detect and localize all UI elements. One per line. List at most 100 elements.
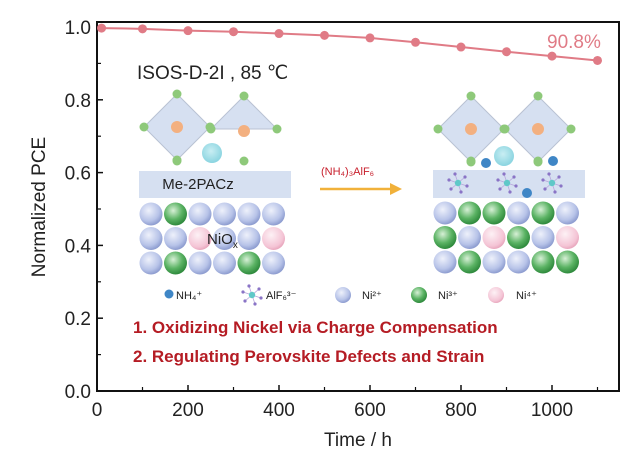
ni2-sphere [507,250,530,274]
ni2-sphere [188,202,212,226]
x-tick-label: 800 [445,400,477,421]
reagent-label: (NH₄)₃AlF₆ [321,166,374,178]
legend-icon-nh4 [164,289,174,299]
data-point [229,27,238,37]
fluorine-atom [449,187,453,191]
data-point [138,24,147,34]
fluorine-atom [514,184,518,188]
nh4-cation [522,188,532,198]
ni2-sphere [262,202,285,226]
ni4-sphere [188,227,212,250]
ni2-sphere [556,201,579,225]
left-niox-lattice [139,202,285,275]
data-point [502,47,511,57]
plot-frame [96,21,620,392]
halide-anion [533,91,543,101]
x-tick-label: 200 [172,400,204,421]
legend-icon-ni4 [488,287,504,303]
ni3-sphere [164,251,187,275]
x-tick-label: 400 [263,400,295,421]
halide-anion [206,124,216,134]
data-point [274,29,284,39]
legend-label-ni3: Ni³⁺ [438,290,458,302]
fluorine-atom [498,187,502,191]
niox-label: NiOx [207,231,238,251]
ni3-sphere [556,250,579,274]
fluorine-atom [465,184,469,188]
ni3-sphere [458,250,481,274]
ni3-sphere [531,250,555,274]
y-tick-label: 0.0 [65,382,91,403]
me-2pacz-layer [139,171,291,198]
ni2-sphere [458,226,481,249]
ni2-sphere [507,201,530,225]
ni4-sphere [482,226,506,249]
ni3-sphere [164,202,187,226]
axes: 0 200 400 600 800 1000 0.0 0.2 0.4 0.6 0.8 1.0 [65,18,620,421]
y-tick-label: 0.6 [65,164,91,185]
a-site-cation [494,146,514,166]
ni4-sphere [262,227,285,250]
data-point [97,23,107,33]
series-normalized-pce [97,23,602,65]
mechanism-inset [139,89,585,306]
nh4-cation [481,158,491,168]
b-site-cation [532,123,544,135]
data-point [320,30,329,40]
halide-anion [172,156,182,166]
fluorine-atom [247,284,251,288]
data-point [547,51,557,61]
halide-anion [500,124,510,134]
fluorine-atom [512,175,516,179]
ni2-sphere [237,227,261,250]
finding-1: 1. Oxidizing Nickel via Charge Compensat… [133,318,498,337]
ni2-sphere [433,201,457,225]
ni4-sphere [556,226,579,249]
niox-subscript: x [233,240,238,251]
fluorine-atom [253,302,257,306]
b-site-cation [238,125,250,137]
aluminium-atom [503,179,511,187]
ni3-sphere [482,201,506,225]
aluminium-atom [248,291,256,299]
data-point [183,26,193,36]
series-line [101,27,598,62]
right-niox-lattice [433,201,579,274]
ni2-sphere [262,251,285,275]
fluorine-atom [559,184,563,188]
halide-anion [139,122,149,132]
nh4-cation [548,156,558,166]
ni3-sphere [458,201,481,225]
reaction-arrow-head [390,183,402,195]
ni2-sphere [139,251,163,275]
alf6-anion [541,172,563,194]
niox-main: NiO [207,231,233,248]
ni2-sphere [213,251,236,275]
aluminium-atom [454,179,462,187]
left-distorted-octahedron [206,91,282,137]
a-site-cation [202,143,222,163]
halide-anion [533,156,543,166]
x-tick-label: 600 [354,400,386,421]
halide-anion [433,124,443,134]
ni2-sphere [531,226,555,249]
ni3-sphere [531,201,555,225]
data-point [456,42,466,52]
halide-anion [466,91,476,101]
x-tick-label: 0 [92,400,103,421]
end-value-label: 90.8% [547,32,601,53]
right-octahedron [433,91,509,167]
halide-anion [239,156,249,166]
legend-icon-alf6 [241,284,263,306]
data-point [593,55,602,65]
data-point [365,33,375,43]
ni2-sphere [164,227,187,250]
condition-annotation: ISOS-D-2I , 85 ℃ [137,63,288,84]
fluorine-atom [547,172,551,176]
fluorine-atom [508,190,512,194]
x-axis-title: Time / h [324,430,392,451]
alf6-anion [496,172,518,194]
y-tick-label: 0.4 [65,236,92,257]
fluorine-atom [496,178,500,182]
